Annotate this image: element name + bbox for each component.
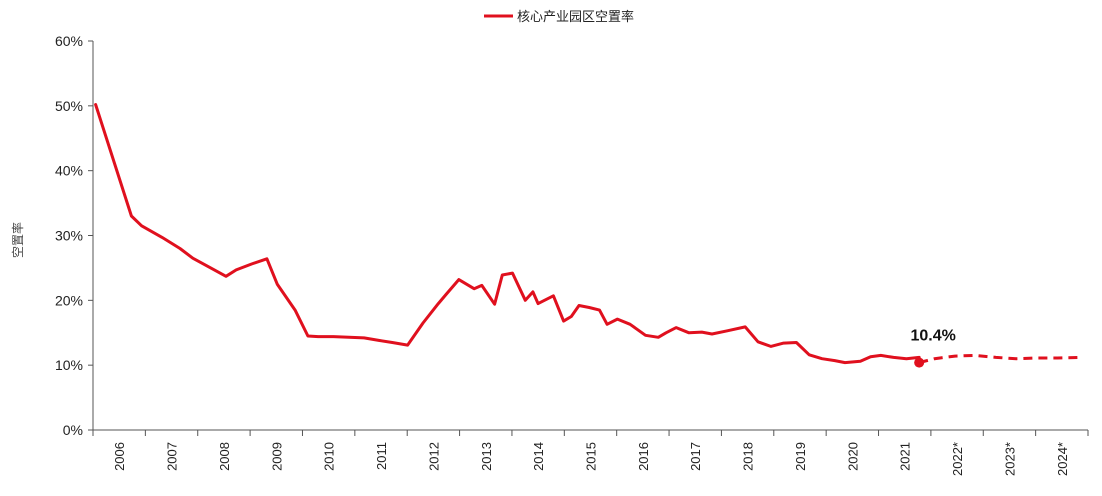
forecast-series-line	[918, 353, 1083, 365]
series-lines	[94, 103, 1083, 365]
y-tick-label: 60%	[55, 33, 83, 49]
x-tick-label: 2024*	[1055, 442, 1070, 476]
x-tick-label: 2016	[636, 442, 651, 471]
y-tick-label: 20%	[55, 292, 83, 308]
x-tick-label: 2012	[426, 442, 441, 471]
y-tick-label: 50%	[55, 98, 83, 114]
actual-series-line	[94, 103, 921, 365]
x-tick-label: 2022*	[950, 442, 965, 476]
highlight-label: 10.4%	[910, 328, 955, 345]
x-tick-label: 2008	[217, 442, 232, 471]
y-tick-label: 40%	[55, 163, 83, 179]
x-tick-label: 2019	[793, 442, 808, 471]
x-tick-label: 2018	[741, 442, 756, 471]
x-tick-label: 2010	[322, 442, 337, 471]
y-tick-label: 0%	[63, 422, 83, 438]
x-tick-label: 2009	[269, 442, 284, 471]
legend-label: 核心产业园区空置率	[517, 9, 634, 25]
x-tick-label: 2021	[898, 442, 913, 471]
y-tick-label: 30%	[55, 228, 83, 244]
x-tick-label: 2014	[531, 442, 546, 471]
x-tick-label: 2011	[374, 442, 389, 470]
y-axis-label: 空置率	[10, 222, 25, 258]
x-tick-label: 2007	[165, 442, 180, 471]
x-tick-label: 2020	[845, 442, 860, 471]
legend: 核心产业园区空置率	[484, 9, 634, 25]
x-tick-label: 2006	[112, 442, 127, 471]
x-tick-label: 2023*	[1002, 442, 1017, 476]
x-tick-label: 2017	[688, 442, 703, 471]
axes: 0% 10% 20% 30% 40% 50% 60% 2006 2007 2008 2009 2010…	[55, 33, 1089, 476]
highlight-layer: 10.4%	[910, 328, 956, 368]
x-tick-label: 2015	[584, 442, 599, 471]
y-tick-label: 10%	[55, 357, 83, 373]
highlight-point	[914, 357, 925, 368]
x-tick-label: 2013	[479, 442, 494, 471]
